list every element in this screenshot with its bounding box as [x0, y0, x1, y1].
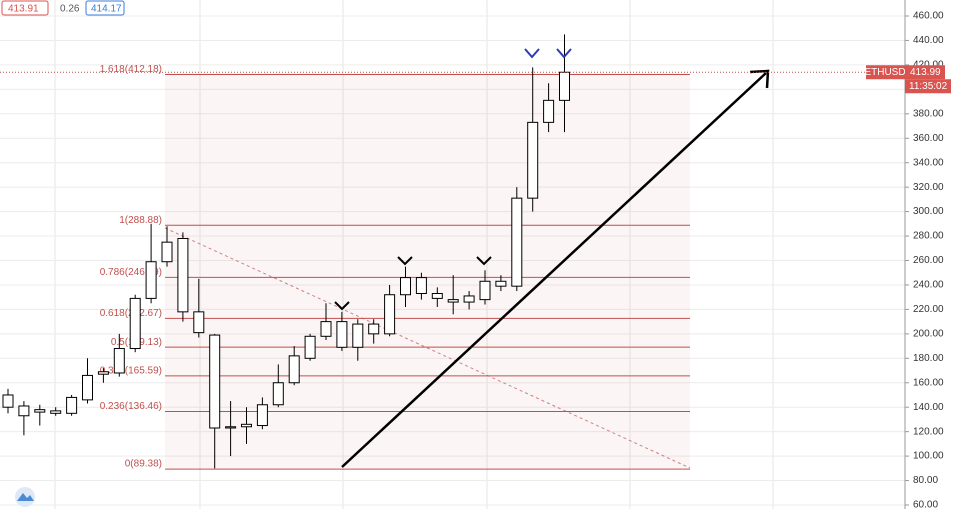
trend-arrow [341, 72, 767, 468]
candles [2, 34, 570, 469]
y-tick-label: 380.00 [913, 108, 944, 119]
y-tick-label: 60.00 [913, 500, 938, 509]
candle-body [336, 321, 348, 348]
y-tick-label: 300.00 [913, 206, 944, 217]
open-box [1, 0, 49, 16]
candle-body [527, 121, 539, 199]
chevron [556, 48, 572, 59]
candle-body [511, 197, 523, 287]
y-tick-label: 140.00 [913, 402, 944, 413]
y-tick-label: 120.00 [913, 426, 944, 437]
price-axis: 460.00440.00420.00400.00380.00360.00340.… [905, 11, 944, 509]
chevron [476, 256, 492, 266]
candle-body [209, 334, 221, 429]
arrow-head [749, 69, 770, 89]
chevron [524, 48, 540, 59]
change-value: 0.26 [60, 4, 80, 15]
candle-body [415, 277, 427, 295]
candle-body [18, 405, 30, 417]
candle-body [177, 237, 189, 313]
candle-body [2, 394, 14, 408]
last-price-box [905, 65, 945, 80]
candle-body [161, 241, 173, 263]
fib-label: 1.618(412.18) [100, 64, 162, 75]
candle-body [304, 335, 316, 359]
countdown: 11:35:02 [909, 81, 948, 92]
last-price-label: 413.99 [910, 67, 941, 78]
fib-label: 0.236(136.46) [100, 401, 162, 412]
candle-body [288, 355, 300, 384]
candle-body [368, 323, 380, 335]
fib-zone [165, 73, 690, 469]
candle-body [82, 374, 93, 401]
candle-body [241, 423, 252, 428]
y-tick-label: 220.00 [913, 304, 944, 315]
y-tick-label: 360.00 [913, 133, 944, 144]
candle-body [256, 404, 268, 427]
candle-body [225, 426, 237, 429]
candle-body [400, 277, 411, 296]
candle-body [320, 321, 332, 337]
candle-body [129, 297, 141, 350]
logo-icon [17, 493, 34, 501]
candle-body [97, 371, 109, 375]
y-tick-label: 320.00 [913, 182, 944, 193]
candle-body [463, 295, 475, 303]
fib-label: 1(288.88) [119, 215, 162, 226]
candle-body [559, 71, 570, 101]
fib-trendline [164, 227, 691, 469]
ask-box [85, 0, 125, 16]
y-tick-label: 460.00 [913, 11, 944, 22]
y-tick-label: 200.00 [913, 328, 944, 339]
symbol: ETHUSD [864, 67, 905, 78]
candle-body [113, 348, 125, 374]
candle-body [193, 311, 205, 334]
y-tick-label: 440.00 [913, 35, 944, 46]
y-tick-label: 160.00 [913, 377, 944, 388]
candle-body [447, 299, 459, 303]
chevron [334, 301, 350, 311]
ask-value: 414.17 [91, 4, 122, 15]
candle-body [384, 294, 396, 335]
fib-label: 0.786(246.19) [100, 267, 162, 278]
y-tick-label: 260.00 [913, 255, 944, 266]
open-value: 413.91 [8, 4, 39, 15]
candle-body [352, 323, 364, 348]
candle-body [495, 280, 507, 287]
y-tick-label: 420.00 [913, 60, 944, 71]
candle-body [479, 280, 491, 301]
y-tick-label: 240.00 [913, 280, 944, 291]
grid [0, 0, 905, 509]
candle-body [50, 410, 62, 414]
candle-body [431, 293, 443, 299]
y-tick-label: 180.00 [913, 353, 944, 364]
countdown-box [905, 79, 951, 94]
candle-body [66, 396, 78, 414]
candle-body [272, 382, 284, 406]
candle-body [34, 409, 46, 413]
y-tick-label: 340.00 [913, 157, 944, 168]
chevron [397, 256, 413, 266]
fib-label: 0.382(165.59) [100, 366, 162, 377]
fib-label: 0(89.38) [125, 459, 162, 470]
y-tick-label: 280.00 [913, 231, 944, 242]
y-tick-label: 80.00 [913, 475, 938, 486]
y-tick-label: 100.00 [913, 451, 944, 462]
candle-body [543, 99, 555, 123]
symbol-box [866, 65, 905, 80]
candle-body [145, 261, 157, 299]
